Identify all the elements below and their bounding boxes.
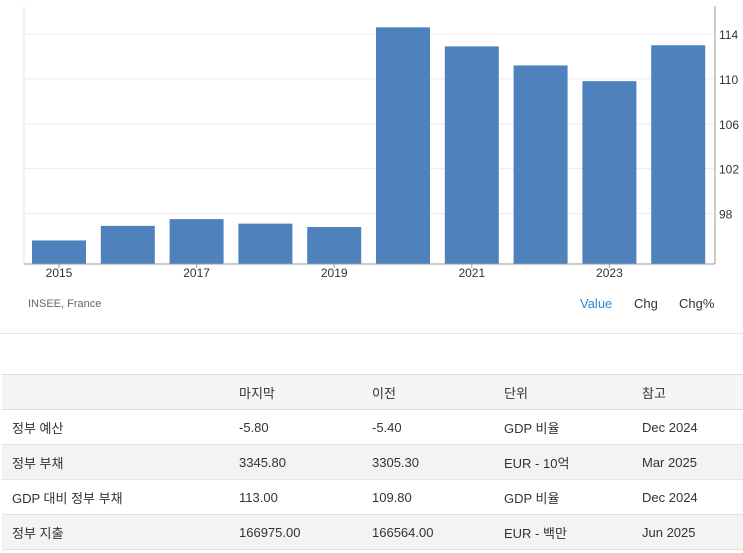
table-row[interactable]: 정부 지출 166975.00 166564.00 EUR - 백만 Jun 2… — [2, 514, 743, 550]
y-tick-label: 98 — [719, 208, 733, 222]
source-label: INSEE, France — [28, 298, 102, 310]
x-tick-label: 2021 — [458, 266, 485, 280]
unit: EUR - 10억 — [494, 444, 632, 480]
reference-date: Jun 2025 — [632, 514, 743, 550]
bar — [307, 226, 362, 264]
previous-value: 109.80 — [362, 479, 494, 515]
x-tick-label: 2017 — [183, 266, 210, 280]
chart-panel: 98 102 106 110 114 2015 2017 2019 2021 2023 INSEE… — [0, 6, 743, 334]
header-cell-last: 마지막 — [229, 374, 362, 410]
bar — [582, 81, 637, 264]
tab-value[interactable]: Value — [580, 296, 613, 311]
bar — [238, 223, 293, 264]
reference-date: Dec 2024 — [632, 409, 743, 445]
x-tick-label: 2023 — [596, 266, 623, 280]
last-value: 3345.80 — [229, 444, 362, 480]
indicator-name[interactable]: 정부 부채 — [2, 444, 229, 480]
table-row[interactable]: 정부 예산 -5.80 -5.40 GDP 비율 Dec 2024 — [2, 409, 743, 445]
reference-date: Dec 2024 — [632, 479, 743, 515]
indicator-name[interactable]: GDP 대비 정부 부채 — [2, 479, 229, 515]
previous-value: -5.40 — [362, 409, 494, 445]
unit: EUR - 백만 — [494, 514, 632, 550]
indicator-name[interactable]: 정부 지출 — [2, 514, 229, 550]
unit: GDP 비율 — [494, 409, 632, 445]
y-tick-label: 102 — [719, 163, 739, 177]
header-cell-blank — [2, 374, 229, 410]
bar — [513, 65, 568, 264]
reference-date: Mar 2025 — [632, 444, 743, 480]
header-cell-unit: 단위 — [494, 374, 632, 410]
bar — [651, 45, 706, 265]
bar — [444, 46, 499, 264]
y-tick-label: 114 — [719, 28, 738, 42]
tab-chg-percent[interactable]: Chg% — [679, 296, 715, 311]
x-tick-label: 2015 — [46, 266, 73, 280]
table-row[interactable]: GDP 대비 정부 부채 113.00 109.80 GDP 비율 Dec 20… — [2, 479, 743, 515]
last-value: 113.00 — [229, 479, 362, 515]
last-value: -5.80 — [229, 409, 362, 445]
bar — [376, 27, 430, 264]
y-tick-label: 106 — [719, 118, 739, 132]
table-header-row: 마지막 이전 단위 참고 — [2, 374, 743, 410]
bar — [32, 240, 86, 264]
unit: GDP 비율 — [494, 479, 632, 515]
previous-value: 3305.30 — [362, 444, 494, 480]
header-cell-previous: 이전 — [362, 374, 494, 410]
indicator-table: 마지막 이전 단위 참고 정부 예산 -5.80 -5.40 GDP 비율 De… — [2, 374, 743, 550]
last-value: 166975.00 — [229, 514, 362, 550]
indicator-name[interactable]: 정부 예산 — [2, 409, 229, 445]
header-cell-reference: 참고 — [632, 374, 743, 410]
y-tick-label: 110 — [719, 73, 738, 87]
bar — [100, 225, 155, 264]
bar-chart: 98 102 106 110 114 2015 2017 2019 2021 2023 — [23, 6, 739, 280]
table-row[interactable]: 정부 부채 3345.80 3305.30 EUR - 10억 Mar 2025 — [2, 444, 743, 480]
tab-chg[interactable]: Chg — [634, 296, 658, 311]
x-tick-label: 2019 — [321, 266, 348, 280]
previous-value: 166564.00 — [362, 514, 494, 550]
bar — [169, 219, 224, 264]
